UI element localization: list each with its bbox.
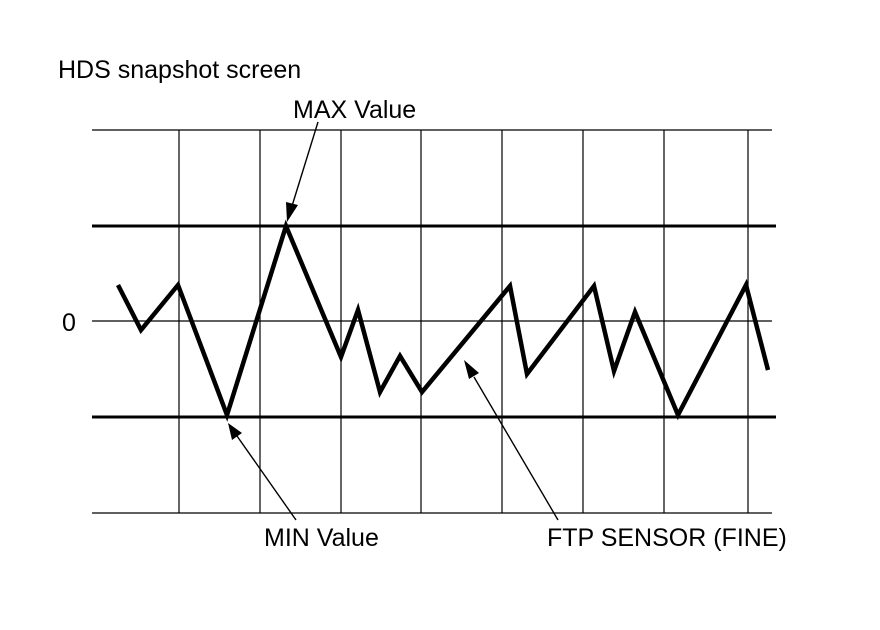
max-value-arrowhead	[286, 202, 298, 222]
min-value-label: MIN Value	[264, 524, 379, 552]
signal-arrow-line	[473, 376, 559, 521]
min-value-arrowhead	[228, 423, 242, 440]
annotation-arrows	[236, 121, 559, 521]
grid	[92, 129, 772, 514]
min-value-arrow-line	[236, 435, 297, 521]
diagram-title: HDS snapshot screen	[58, 56, 301, 84]
annotation-arrowheads	[228, 202, 479, 440]
max-value-label: MAX Value	[293, 96, 416, 124]
limit-lines	[92, 224, 776, 419]
max-value-arrow-line	[291, 121, 319, 207]
ftp-sensor-label: FTP SENSOR (FINE)	[547, 524, 787, 552]
zero-label: 0	[62, 309, 76, 337]
signal-arrowhead	[464, 360, 479, 379]
ftp-sensor-waveform	[115, 219, 771, 422]
